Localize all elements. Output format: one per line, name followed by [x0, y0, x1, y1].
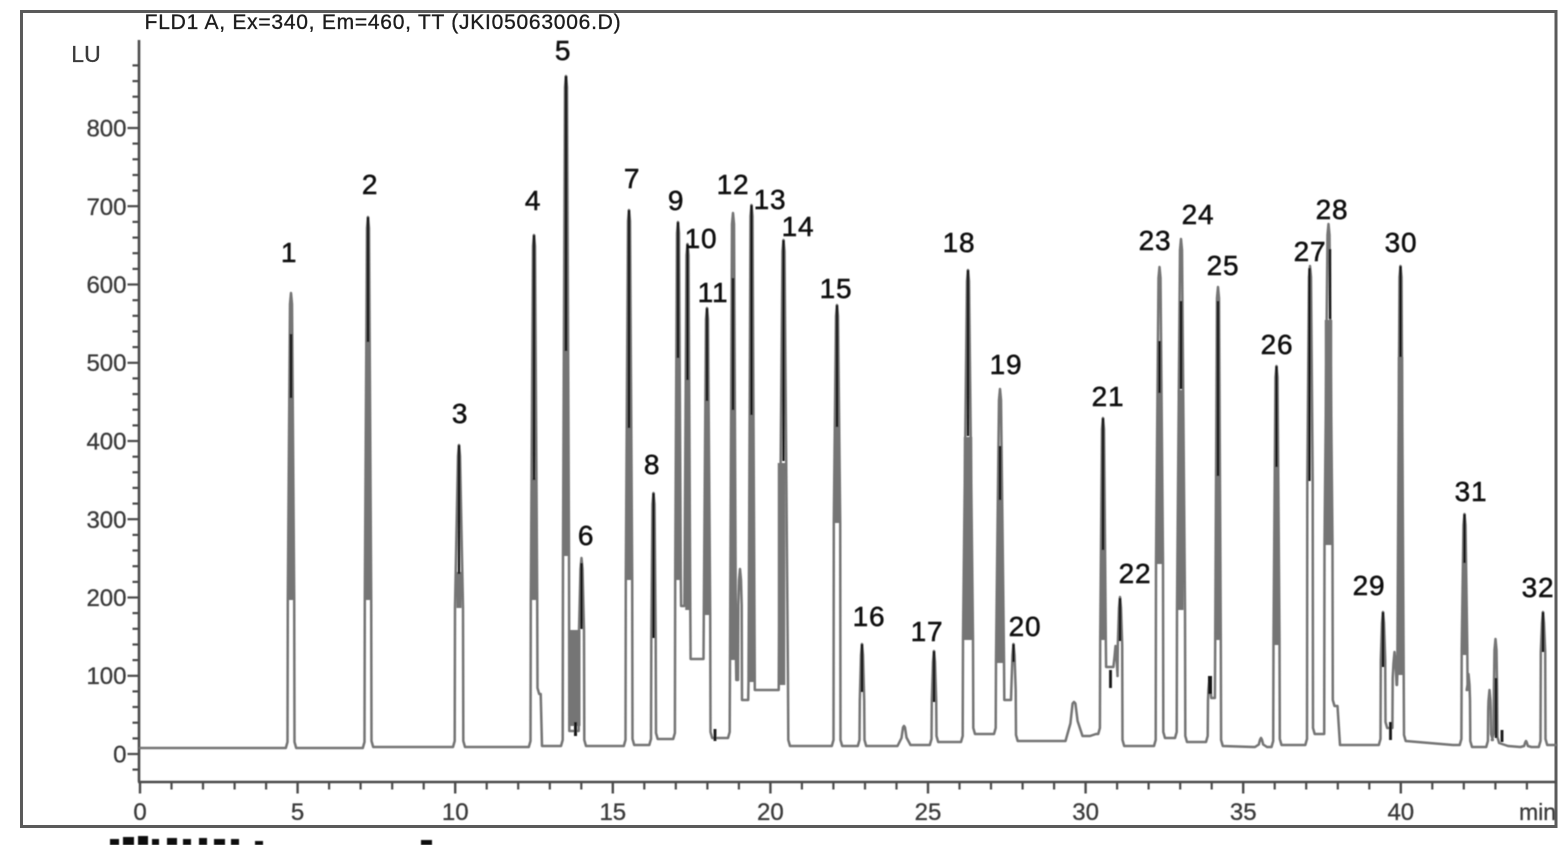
svg-text:25: 25: [915, 799, 942, 826]
svg-text:FLD1 A, Ex=340, Em=460, TT (JK: FLD1 A, Ex=340, Em=460, TT (JKI05063006.…: [145, 11, 622, 34]
svg-text:19: 19: [990, 349, 1023, 380]
svg-text:40: 40: [1387, 799, 1414, 826]
svg-text:min: min: [1519, 799, 1556, 825]
svg-text:31: 31: [1455, 476, 1488, 507]
svg-text:18: 18: [943, 227, 976, 258]
svg-text:23: 23: [1139, 225, 1172, 256]
svg-text:35: 35: [1230, 799, 1257, 826]
svg-text:11: 11: [698, 277, 729, 308]
svg-text:14: 14: [782, 211, 815, 242]
svg-text:8: 8: [644, 449, 660, 480]
svg-text:15: 15: [599, 799, 626, 826]
svg-text:30: 30: [1072, 799, 1099, 826]
svg-text:17: 17: [911, 616, 944, 647]
svg-text:29: 29: [1353, 570, 1386, 601]
svg-text:10: 10: [685, 223, 718, 254]
svg-text:7: 7: [624, 163, 640, 194]
svg-text:200: 200: [86, 585, 126, 612]
svg-text:3: 3: [452, 398, 468, 429]
svg-text:600: 600: [86, 272, 126, 299]
svg-text:22: 22: [1119, 558, 1152, 589]
svg-text:1: 1: [281, 237, 297, 268]
svg-text:300: 300: [86, 507, 126, 534]
svg-text:400: 400: [86, 429, 126, 456]
svg-text:25: 25: [1207, 250, 1240, 281]
svg-text:30: 30: [1385, 227, 1418, 258]
svg-text:28: 28: [1316, 194, 1349, 225]
svg-text:12: 12: [717, 169, 750, 200]
svg-text:32: 32: [1522, 572, 1555, 603]
svg-text:800: 800: [86, 116, 126, 143]
svg-text:LU: LU: [71, 41, 100, 67]
svg-text:20: 20: [1009, 611, 1042, 642]
svg-text:15: 15: [820, 273, 853, 304]
svg-text:20: 20: [757, 799, 784, 826]
svg-text:6: 6: [578, 520, 594, 551]
svg-text:4: 4: [525, 185, 541, 216]
svg-text:0: 0: [113, 742, 126, 769]
svg-text:500: 500: [86, 350, 126, 377]
svg-text:5: 5: [555, 35, 571, 66]
svg-text:13: 13: [754, 184, 787, 215]
svg-text:16: 16: [853, 601, 886, 632]
svg-text:100: 100: [86, 663, 126, 690]
svg-text:24: 24: [1182, 199, 1215, 230]
svg-text:2: 2: [362, 169, 378, 200]
svg-text:700: 700: [86, 194, 126, 221]
svg-text:27: 27: [1294, 236, 1327, 267]
svg-text:26: 26: [1261, 329, 1294, 360]
svg-text:10: 10: [442, 799, 469, 826]
svg-text:5: 5: [291, 799, 304, 826]
svg-text:9: 9: [668, 185, 684, 216]
svg-text:0: 0: [133, 799, 146, 826]
svg-text:21: 21: [1092, 381, 1125, 412]
